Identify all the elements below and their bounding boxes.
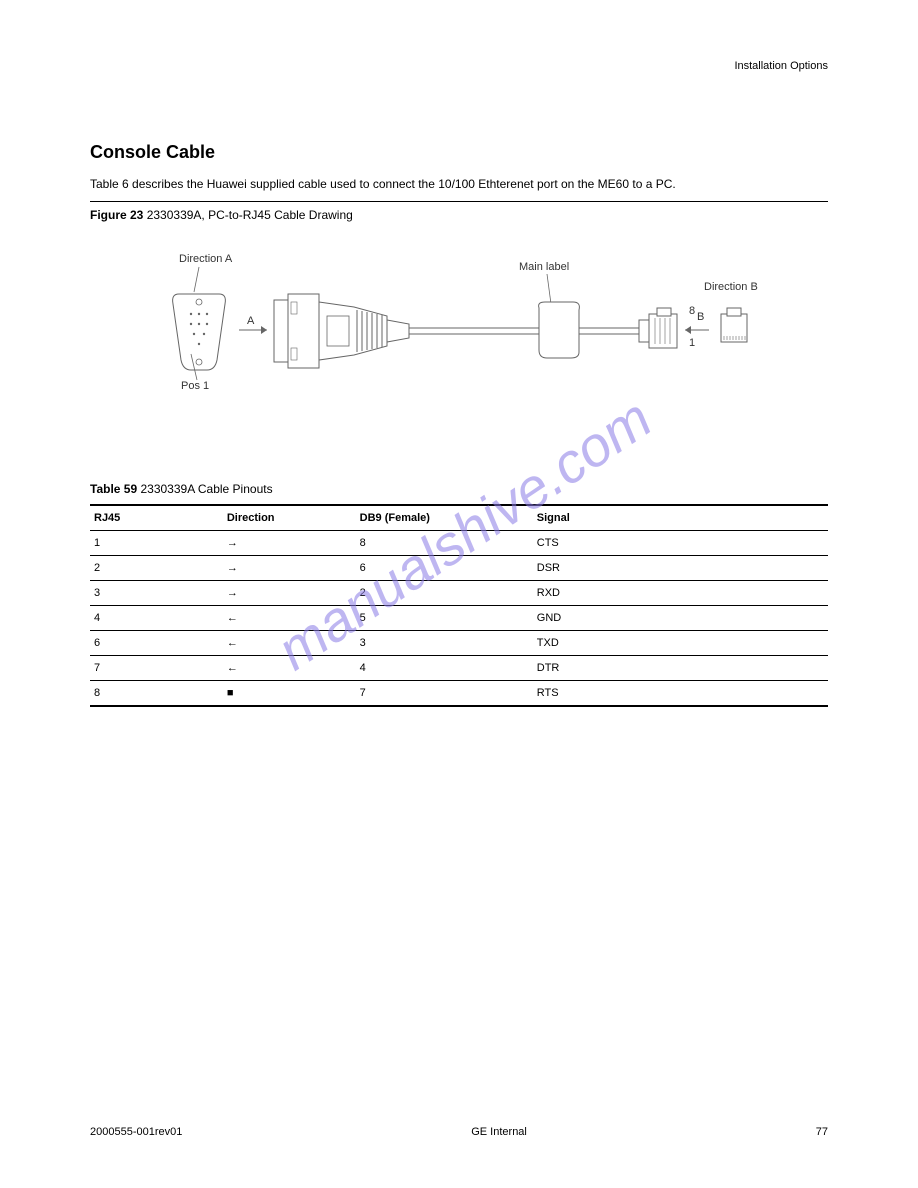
table-cell: 1 bbox=[90, 531, 223, 556]
table-cell: 2 bbox=[90, 556, 223, 581]
table-cell: 3 bbox=[356, 631, 533, 656]
table-cell: ← bbox=[223, 656, 356, 681]
table-cell: DTR bbox=[533, 656, 828, 681]
pinout-table: RJ45 Direction DB9 (Female) Signal 1→8CT… bbox=[90, 504, 828, 707]
label-pos1: Pos 1 bbox=[181, 380, 209, 392]
table-cell: 7 bbox=[356, 681, 533, 707]
table-caption: Table 59 2330339A Cable Pinouts bbox=[90, 482, 828, 496]
table-row: 6←3TXD bbox=[90, 631, 828, 656]
desc-ref: Table 6 bbox=[90, 177, 129, 191]
col-direction: Direction bbox=[223, 505, 356, 531]
table-cell: CTS bbox=[533, 531, 828, 556]
table-body: 1→8CTS2→6DSR3→2RXD4←5GND6←3TXD7←4DTR8■7R… bbox=[90, 531, 828, 707]
table-cell: 6 bbox=[356, 556, 533, 581]
rj45-connector-icon bbox=[639, 308, 677, 348]
table-header-row: RJ45 Direction DB9 (Female) Signal bbox=[90, 505, 828, 531]
label-main-label: Main label bbox=[519, 261, 569, 273]
footer-center: GE Internal bbox=[471, 1126, 527, 1138]
page-footer: 2000555-001rev01 GE Internal 77 bbox=[90, 1126, 828, 1138]
label-pin8: 8 bbox=[689, 305, 695, 317]
table-cell: 6 bbox=[90, 631, 223, 656]
table-cell: 4 bbox=[90, 606, 223, 631]
table-cell: RTS bbox=[533, 681, 828, 707]
table-cell: GND bbox=[533, 606, 828, 631]
label-pin1: 1 bbox=[689, 337, 695, 349]
table-ref: Table 59 bbox=[90, 482, 137, 496]
table-cell: 5 bbox=[356, 606, 533, 631]
desc-text: describes the Huawei supplied cable used… bbox=[129, 177, 676, 191]
db9-face-icon bbox=[173, 294, 226, 370]
table-cell: TXD bbox=[533, 631, 828, 656]
col-db9: DB9 (Female) bbox=[356, 505, 533, 531]
table-row: 2→6DSR bbox=[90, 556, 828, 581]
table-cell: 7 bbox=[90, 656, 223, 681]
table-cell: ← bbox=[223, 606, 356, 631]
table-row: 7←4DTR bbox=[90, 656, 828, 681]
label-direction-b: Direction B bbox=[704, 281, 758, 293]
figure-ref: Figure 23 bbox=[90, 208, 143, 222]
cable-diagram-svg: Direction A Pos 1 A bbox=[149, 232, 769, 452]
cable-figure: Direction A Pos 1 A bbox=[90, 232, 828, 452]
table-row: 4←5GND bbox=[90, 606, 828, 631]
figure-caption: Figure 23 2330339A, PC-to-RJ45 Cable Dra… bbox=[90, 208, 828, 222]
table-cell: ■ bbox=[223, 681, 356, 707]
table-cell: → bbox=[223, 581, 356, 606]
rj45-face-icon bbox=[721, 308, 747, 342]
table-cell: 2 bbox=[356, 581, 533, 606]
figure-title: 2330339A, PC-to-RJ45 Cable Drawing bbox=[143, 208, 352, 222]
label-b-arrow: B bbox=[697, 311, 704, 323]
table-row: 3→2RXD bbox=[90, 581, 828, 606]
table-cell: 4 bbox=[356, 656, 533, 681]
table-row: 8■7RTS bbox=[90, 681, 828, 707]
footer-left: 2000555-001rev01 bbox=[90, 1126, 182, 1138]
table-cell: 8 bbox=[356, 531, 533, 556]
header-text: Installation Options bbox=[734, 60, 828, 72]
footer-right: 77 bbox=[816, 1126, 828, 1138]
table-cell: ← bbox=[223, 631, 356, 656]
table-cell: DSR bbox=[533, 556, 828, 581]
table-cell: 3 bbox=[90, 581, 223, 606]
page-header: Installation Options bbox=[90, 60, 828, 72]
col-signal: Signal bbox=[533, 505, 828, 531]
table-title: 2330339A Cable Pinouts bbox=[137, 482, 272, 496]
table-row: 1→8CTS bbox=[90, 531, 828, 556]
table-cell: → bbox=[223, 531, 356, 556]
db9-connector-icon bbox=[274, 294, 409, 368]
table-cell: RXD bbox=[533, 581, 828, 606]
section-title: Console Cable bbox=[90, 142, 828, 163]
section-description: Table 6 describes the Huawei supplied ca… bbox=[90, 177, 828, 202]
table-cell: → bbox=[223, 556, 356, 581]
col-rj45: RJ45 bbox=[90, 505, 223, 531]
table-cell: 8 bbox=[90, 681, 223, 707]
label-direction-a: Direction A bbox=[179, 253, 233, 265]
label-a-arrow: A bbox=[247, 315, 255, 327]
